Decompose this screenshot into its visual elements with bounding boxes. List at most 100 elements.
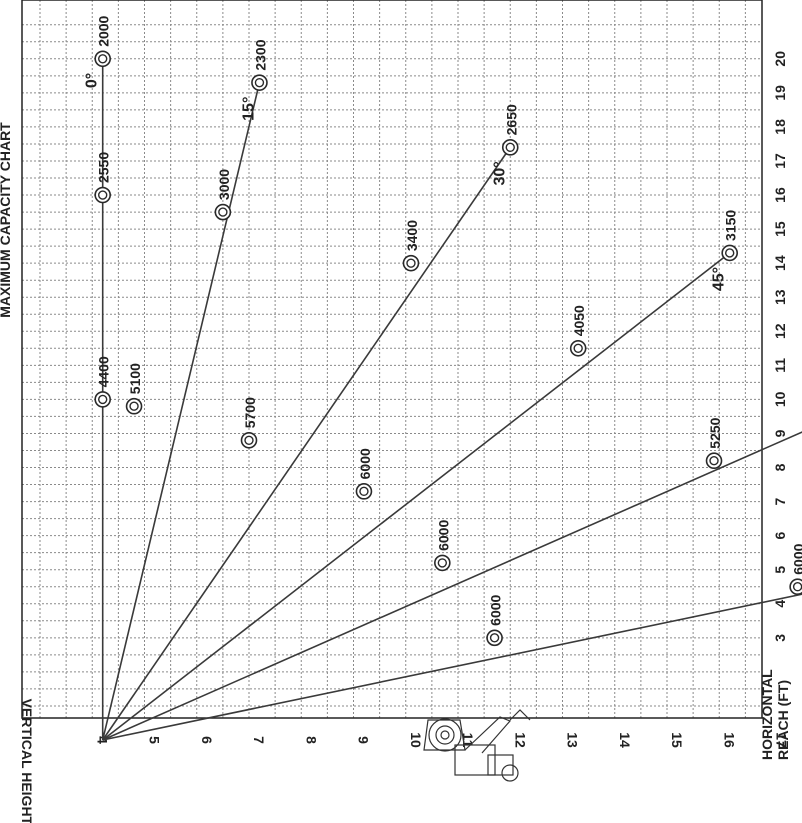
- x-tick-label: 16: [721, 732, 737, 748]
- data-label: 5100: [127, 363, 143, 394]
- x-tick-label: 14: [617, 732, 633, 748]
- data-point: [251, 74, 268, 91]
- data-point-inner: [437, 558, 448, 568]
- data-point-inner: [254, 77, 265, 88]
- series-line: [102, 252, 731, 741]
- data-label: 3400: [404, 220, 420, 251]
- data-label: 5250: [707, 417, 723, 448]
- x-tick-label: 9: [356, 736, 372, 744]
- y-tick-label: 4: [772, 600, 788, 608]
- data-point-inner: [709, 456, 719, 466]
- data-point: [125, 397, 143, 415]
- x-tick-label: 15: [669, 732, 685, 748]
- x-tick-label: 6: [199, 736, 215, 744]
- data-point-inner: [725, 248, 735, 258]
- data-point-inner: [97, 394, 108, 405]
- data-point-inner: [359, 486, 369, 497]
- data-label: 5700: [242, 397, 258, 428]
- y-tick-label: 9: [772, 429, 788, 437]
- x-tick-label: 8: [303, 736, 319, 744]
- data-point-inner: [505, 142, 515, 153]
- data-point-inner: [244, 435, 254, 445]
- y-axis-label-line2: REACH (FT): [775, 680, 791, 760]
- series-line: [102, 431, 802, 741]
- data-point-inner: [97, 190, 108, 200]
- y-tick-label: 5: [772, 566, 788, 574]
- data-label: 4400: [96, 356, 112, 387]
- plot-frame: [21, 0, 763, 719]
- x-tick-label: 10: [408, 732, 424, 748]
- data-point: [240, 431, 258, 449]
- series-line: [102, 593, 802, 741]
- data-label: 6000: [357, 448, 373, 479]
- data-point: [705, 452, 723, 470]
- data-label: 2300: [252, 39, 268, 70]
- x-tick-label: 13: [565, 732, 581, 748]
- data-label: 3150: [723, 210, 739, 241]
- series-30°: 5700 3400 2650 30°: [102, 104, 519, 741]
- series-75°: 60006000600075°: [102, 543, 802, 741]
- data-label: 2550: [96, 152, 112, 183]
- y-tick-label: 17: [772, 153, 788, 169]
- series-15°: 5100 3000 2300 15°: [101, 39, 268, 741]
- data-point: [355, 483, 373, 500]
- y-tick-label: 13: [772, 289, 788, 305]
- data-point: [94, 186, 111, 204]
- data-label: 6000: [791, 543, 802, 574]
- x-tick-label: 12: [512, 732, 528, 748]
- data-point: [402, 254, 420, 272]
- y-tick-label: 15: [772, 221, 788, 237]
- x-tick-label: 5: [147, 736, 163, 744]
- series-angle-label: 30°: [491, 161, 508, 185]
- data-point: [434, 554, 451, 572]
- data-point: [721, 244, 739, 262]
- crane-machine-icon: [423, 709, 531, 782]
- y-tick-label: 19: [772, 85, 788, 101]
- series-45°: 6000 4050 3150 45°: [102, 210, 739, 741]
- data-label: 4050: [571, 305, 587, 336]
- data-point-inner: [97, 54, 108, 64]
- data-point-inner: [218, 207, 228, 217]
- y-tick-label: 11: [772, 358, 788, 373]
- y-tick-label: 7: [772, 497, 788, 505]
- data-label: 3000: [216, 169, 232, 200]
- x-axis-label: VERTICAL HEIGHT (FT): [19, 699, 35, 823]
- grid: [22, 0, 762, 718]
- data-point: [501, 139, 519, 156]
- data-label: 2650: [503, 104, 519, 135]
- data-point: [789, 578, 802, 596]
- axis-ticks: 4567891011121314151617181920212234567891…: [94, 51, 790, 748]
- data-label: 6000: [488, 594, 504, 625]
- y-tick-label: 3: [772, 634, 788, 642]
- data-point-inner: [129, 401, 139, 411]
- y-tick-label: 20: [772, 51, 788, 67]
- series-60°: 60005250410060°: [102, 417, 802, 741]
- y-tick-label: 14: [772, 255, 788, 271]
- series-angle-label: 0°: [84, 73, 101, 88]
- y-tick-label: 6: [772, 532, 788, 540]
- data-point-inner: [573, 343, 583, 354]
- data-point: [94, 391, 111, 408]
- y-tick-label: 12: [772, 323, 788, 339]
- series-line: [101, 82, 261, 741]
- data-point: [486, 629, 503, 647]
- series-angle-label: 45°: [711, 267, 728, 291]
- y-axis-label-line1: HORIZONTAL: [759, 669, 775, 760]
- data-point-inner: [489, 633, 500, 643]
- data-point: [569, 340, 587, 357]
- y-tick-label: 18: [772, 119, 788, 135]
- data-point-inner: [406, 258, 416, 268]
- y-tick-label: 8: [772, 463, 788, 471]
- x-tick-label: 17: [774, 732, 790, 748]
- x-tick-label: 4: [94, 736, 110, 744]
- data-point: [94, 50, 111, 68]
- y-tick-label: 10: [772, 391, 788, 407]
- series-0°: 4400 2550 2000 0°: [84, 15, 112, 740]
- data-label: 6000: [435, 520, 451, 551]
- data-label: 2000: [96, 15, 112, 46]
- y-tick-label: 16: [772, 187, 788, 203]
- data-point: [214, 203, 232, 221]
- x-tick-label: 7: [251, 736, 267, 744]
- series-line: [102, 146, 511, 741]
